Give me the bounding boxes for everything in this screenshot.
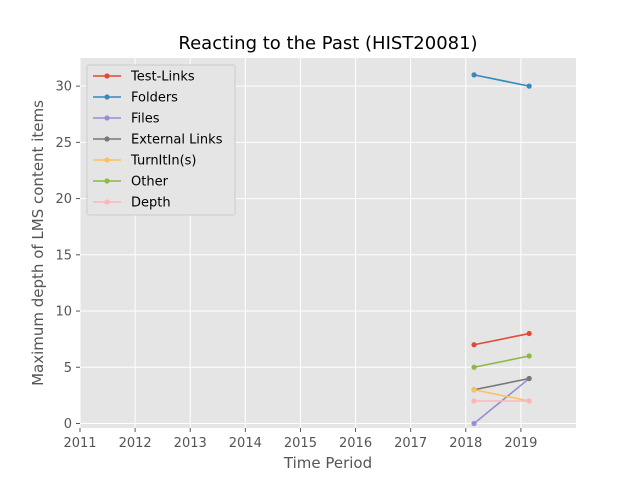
legend-swatch-marker: [104, 199, 110, 205]
series-1: [471, 72, 532, 89]
legend-item: Other: [93, 175, 169, 190]
y-tick-label: 5: [64, 361, 72, 376]
series-6: [471, 398, 532, 404]
series-line: [473, 332, 530, 346]
data-point: [471, 398, 477, 404]
x-tick-label: 2019: [504, 436, 537, 451]
legend-swatch-marker: [104, 157, 110, 163]
x-tick-label: 2013: [174, 436, 207, 451]
x-tick-label: 2018: [449, 436, 482, 451]
y-axis: 0 5 10 15 20 25 30: [55, 80, 80, 432]
legend-label: Other: [131, 175, 169, 190]
series-line: [473, 377, 530, 391]
legend-swatch-marker: [104, 136, 110, 142]
legend-item: Depth: [93, 196, 171, 211]
legend-box: [86, 64, 236, 216]
chart-title: Reacting to the Past (HIST20081): [178, 33, 477, 54]
legend-label: Depth: [131, 196, 171, 211]
data-point: [526, 83, 532, 89]
data-point: [471, 387, 477, 393]
x-axis-title: Time Period: [283, 454, 372, 472]
legend-label: TurnItIn(s): [130, 154, 196, 169]
x-axis: 2011 2012 2013 2014 2015 2016 2017 2018 2019: [63, 428, 537, 451]
legend-label: Folders: [131, 91, 178, 106]
series-5: [471, 353, 532, 370]
x-tick-label: 2012: [119, 436, 152, 451]
x-tick-label: 2015: [284, 436, 317, 451]
data-point: [526, 398, 532, 404]
data-point: [471, 72, 477, 78]
data-point: [526, 353, 532, 359]
y-tick-label: 15: [55, 248, 72, 263]
legend-item: TurnItIn(s): [93, 154, 196, 169]
legend-label: Files: [131, 112, 160, 127]
legend-item: Test-Links: [93, 70, 195, 85]
y-axis-title: Maximum depth of LMS content items: [29, 100, 47, 386]
series-line: [473, 355, 530, 369]
y-tick-label: 0: [64, 417, 72, 432]
legend-item: Files: [93, 112, 160, 127]
data-point: [471, 420, 477, 427]
y-tick-label: 10: [55, 305, 72, 320]
x-tick-label: 2016: [339, 436, 372, 451]
series-layer: [471, 72, 532, 427]
legend-label: External Links: [131, 133, 223, 148]
x-tick-label: 2011: [63, 436, 96, 451]
data-point: [526, 330, 532, 337]
legend-swatch-marker: [104, 94, 110, 100]
series-0: [471, 330, 532, 348]
data-point: [471, 364, 477, 370]
legend-item: External Links: [93, 133, 223, 148]
legend-item: Folders: [93, 91, 178, 106]
data-point: [526, 375, 532, 382]
series-line: [473, 388, 530, 402]
y-tick-label: 20: [55, 192, 72, 207]
y-tick-label: 30: [55, 80, 72, 95]
series-line: [473, 74, 530, 87]
x-tick-label: 2014: [229, 436, 262, 451]
data-point: [471, 342, 477, 348]
y-tick-label: 25: [55, 136, 72, 151]
legend-swatch-marker: [104, 178, 110, 184]
legend: Test-Links Folders Files External Links Turn…: [86, 64, 236, 216]
legend-swatch-marker: [104, 115, 110, 121]
legend-swatch-marker: [104, 73, 110, 79]
x-tick-label: 2017: [394, 436, 427, 451]
legend-label: Test-Links: [130, 70, 195, 85]
